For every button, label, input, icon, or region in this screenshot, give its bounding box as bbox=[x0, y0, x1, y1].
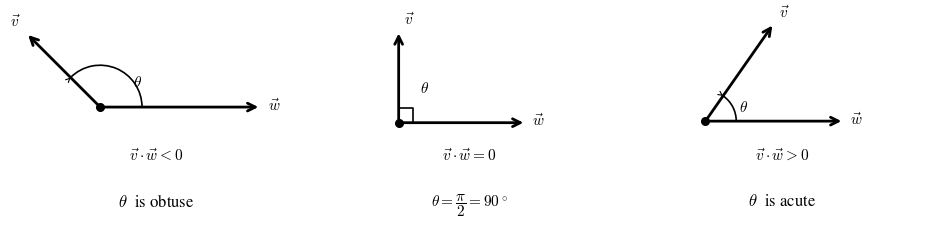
Text: $\theta = \dfrac{\pi}{2} = 90^\circ$: $\theta = \dfrac{\pi}{2} = 90^\circ$ bbox=[431, 192, 508, 219]
Text: $\theta$  is acute: $\theta$ is acute bbox=[748, 194, 817, 210]
Text: $\vec{v}$: $\vec{v}$ bbox=[10, 14, 20, 30]
Text: $\vec{v}$: $\vec{v}$ bbox=[404, 12, 413, 29]
Text: $\vec{v} \cdot \vec{w} < 0$: $\vec{v} \cdot \vec{w} < 0$ bbox=[130, 147, 184, 164]
Text: $\vec{w}$: $\vec{w}$ bbox=[531, 113, 545, 129]
Text: $\vec{v}$: $\vec{v}$ bbox=[779, 4, 789, 21]
Text: $\vec{v} \cdot \vec{w} > 0$: $\vec{v} \cdot \vec{w} > 0$ bbox=[755, 147, 809, 163]
Text: $\vec{w}$: $\vec{w}$ bbox=[268, 97, 280, 114]
Text: $\theta$: $\theta$ bbox=[420, 81, 429, 96]
Text: $\theta$: $\theta$ bbox=[739, 100, 748, 115]
Text: $\theta$: $\theta$ bbox=[132, 75, 142, 90]
Text: $\vec{v} \cdot \vec{w} = 0$: $\vec{v} \cdot \vec{w} = 0$ bbox=[442, 147, 497, 164]
Text: $\theta$  is obtuse: $\theta$ is obtuse bbox=[118, 194, 194, 211]
Text: $\vec{w}$: $\vec{w}$ bbox=[851, 111, 863, 128]
